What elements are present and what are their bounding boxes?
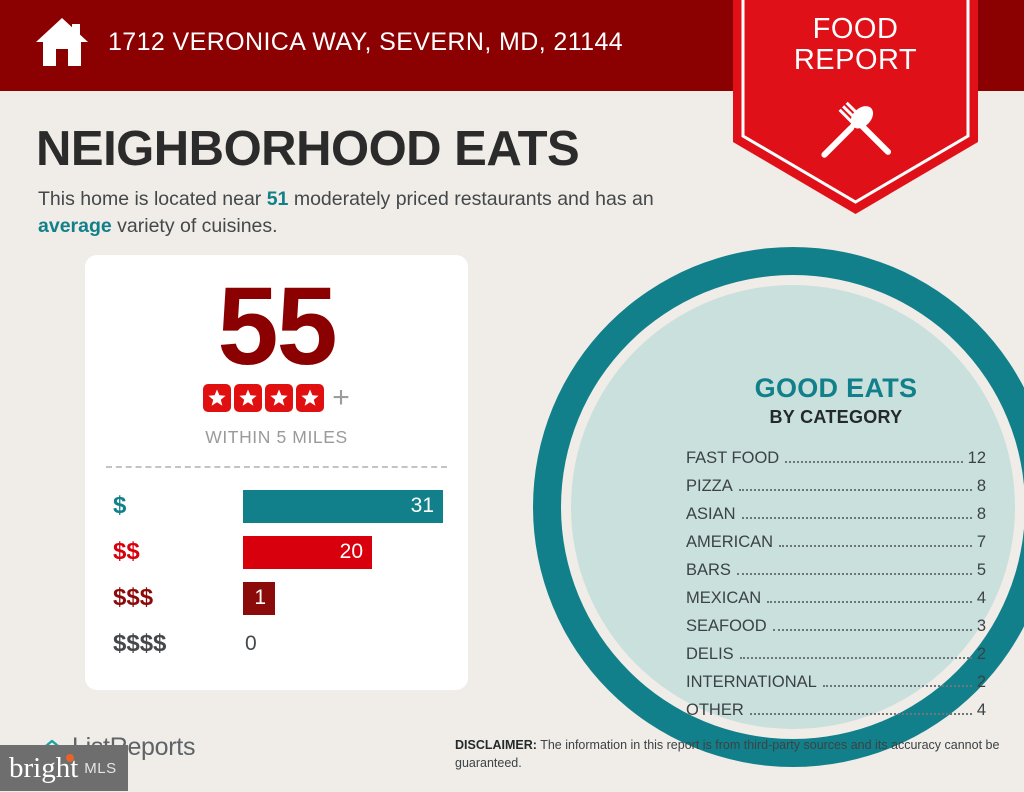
leader-dots <box>779 545 972 547</box>
good-eats-category-count: 7 <box>976 533 986 551</box>
price-tier-bar-zone: 0 <box>243 628 443 661</box>
good-eats-category-label: SEAFOOD <box>686 617 767 635</box>
subtitle-highlight-count: 51 <box>266 188 289 210</box>
badge-shape <box>733 0 978 214</box>
watermark-dot-icon <box>66 753 75 762</box>
good-eats-category-label: BARS <box>686 561 731 579</box>
price-tier-chart: $31 $$ 20 $$$ 1 $$$$ 0 <box>85 483 468 667</box>
good-eats-category-label: PIZZA <box>686 477 733 495</box>
good-eats-row: FAST FOOD 12 <box>686 449 986 477</box>
good-eats-category-count: 2 <box>976 645 986 663</box>
leader-dots <box>739 657 972 659</box>
price-tier-bar-zone: 31 <box>243 489 443 523</box>
good-eats-category-label: MEXICAN <box>686 589 762 607</box>
price-tier-value: 20 <box>339 540 364 563</box>
good-eats-row: AMERICAN 7 <box>686 533 986 561</box>
star-icon <box>296 384 325 412</box>
price-tier-value: 31 <box>410 494 434 517</box>
good-eats-row: BARS 5 <box>686 561 986 589</box>
leader-dots <box>822 685 972 687</box>
price-tier-bar-zone: 1 <box>243 581 443 615</box>
watermark-brand: bright <box>9 752 78 785</box>
spoon-fork-icon <box>821 101 892 158</box>
subtitle-part-1: This home is located near <box>38 188 267 210</box>
good-eats-category-label: INTERNATIONAL <box>686 673 817 691</box>
star-plus-label: + <box>332 381 350 414</box>
disclaimer-text: The information in this report is from t… <box>455 738 1000 771</box>
subtitle-highlight-variety: average <box>38 214 112 237</box>
good-eats-category-count: 12 <box>967 449 986 467</box>
price-tier-row: $$$ 1 <box>85 575 468 621</box>
star-icon <box>234 384 263 412</box>
good-eats-category-count: 5 <box>976 561 986 579</box>
teal-circle-graphic <box>533 247 1024 792</box>
good-eats-row: SEAFOOD 3 <box>686 617 986 645</box>
score-card: 55 + WITHIN 5 MILES $31 $$ 20 $$$ 1 $$$$ 0 <box>85 255 468 690</box>
good-eats-panel: GOOD EATS BY CATEGORY FAST FOOD 12 PIZZA 8 A… <box>686 373 986 729</box>
watermark-mls: MLS <box>84 759 117 777</box>
good-eats-category-count: 3 <box>976 617 986 635</box>
good-eats-list: FAST FOOD 12 PIZZA 8 ASIAN 8 AMERICAN 7 BARS 5 MEX… <box>686 449 986 729</box>
good-eats-row: MEXICAN 4 <box>686 589 986 617</box>
food-report-badge: FOOD REPORT <box>733 0 978 214</box>
price-tier-bar-zone: 20 <box>243 535 443 569</box>
price-tier-bar: 20 <box>243 535 373 569</box>
good-eats-category-count: 4 <box>976 589 986 607</box>
star-icon <box>203 384 232 412</box>
price-tier-label: $$$$ <box>113 630 167 657</box>
price-tier-row: $$$$ 0 <box>85 621 468 667</box>
leader-dots <box>741 517 972 519</box>
leader-dots <box>785 461 963 463</box>
eats-score: 55 <box>217 265 337 388</box>
leader-dots <box>767 601 972 603</box>
leader-dots <box>736 573 972 575</box>
good-eats-row: DELIS 2 <box>686 645 986 673</box>
bright-mls-watermark: bright MLS <box>0 745 128 791</box>
price-tier-bar: 1 <box>243 581 275 615</box>
price-tier-bar: 31 <box>243 489 443 523</box>
good-eats-category-label: OTHER <box>686 701 744 719</box>
good-eats-category-label: DELIS <box>686 645 734 663</box>
star-rating: + <box>85 383 468 413</box>
good-eats-category-count: 8 <box>976 477 986 495</box>
star-icon <box>265 384 294 412</box>
card-divider <box>106 466 447 468</box>
disclaimer-label: DISCLAIMER: <box>455 738 537 752</box>
header-content: 1712 VERONICA WAY, SEVERN, MD, 21144 <box>34 16 623 68</box>
price-tier-label: $$ <box>113 538 140 565</box>
good-eats-row: ASIAN 8 <box>686 505 986 533</box>
leader-dots <box>772 629 972 631</box>
price-tier-value: 1 <box>254 586 266 609</box>
leader-dots <box>738 489 972 491</box>
subtitle-part-2: moderately priced restaurants and has an <box>288 188 654 210</box>
page-subtitle: This home is located near 51 moderately … <box>38 186 708 240</box>
leader-dots <box>749 713 972 715</box>
good-eats-row: INTERNATIONAL 2 <box>686 673 986 701</box>
page-title: NEIGHBORHOOD EATS <box>36 122 580 176</box>
within-radius-label: WITHIN 5 MILES <box>205 427 348 447</box>
price-tier-row: $31 <box>85 483 468 529</box>
good-eats-row: PIZZA 8 <box>686 477 986 505</box>
good-eats-category-count: 8 <box>976 505 986 523</box>
good-eats-category-count: 4 <box>976 701 986 719</box>
price-tier-value: 0 <box>245 632 257 655</box>
property-address: 1712 VERONICA WAY, SEVERN, MD, 21144 <box>108 27 624 56</box>
good-eats-subtitle: BY CATEGORY <box>769 407 903 427</box>
price-tier-row: $$ 20 <box>85 529 468 575</box>
price-tier-label: $ <box>113 492 127 519</box>
good-eats-row: OTHER 4 <box>686 701 986 729</box>
disclaimer: DISCLAIMER: The information in this repo… <box>455 736 1015 772</box>
good-eats-category-count: 2 <box>976 673 986 691</box>
price-tier-label: $$$ <box>113 584 154 611</box>
circle-inner-fill <box>571 285 1015 729</box>
good-eats-category-label: ASIAN <box>686 505 736 523</box>
good-eats-category-label: AMERICAN <box>686 533 774 551</box>
house-icon <box>34 16 90 68</box>
good-eats-category-label: FAST FOOD <box>686 449 780 467</box>
good-eats-title: GOOD EATS <box>754 373 918 403</box>
subtitle-part-3: variety of cuisines. <box>111 214 278 237</box>
